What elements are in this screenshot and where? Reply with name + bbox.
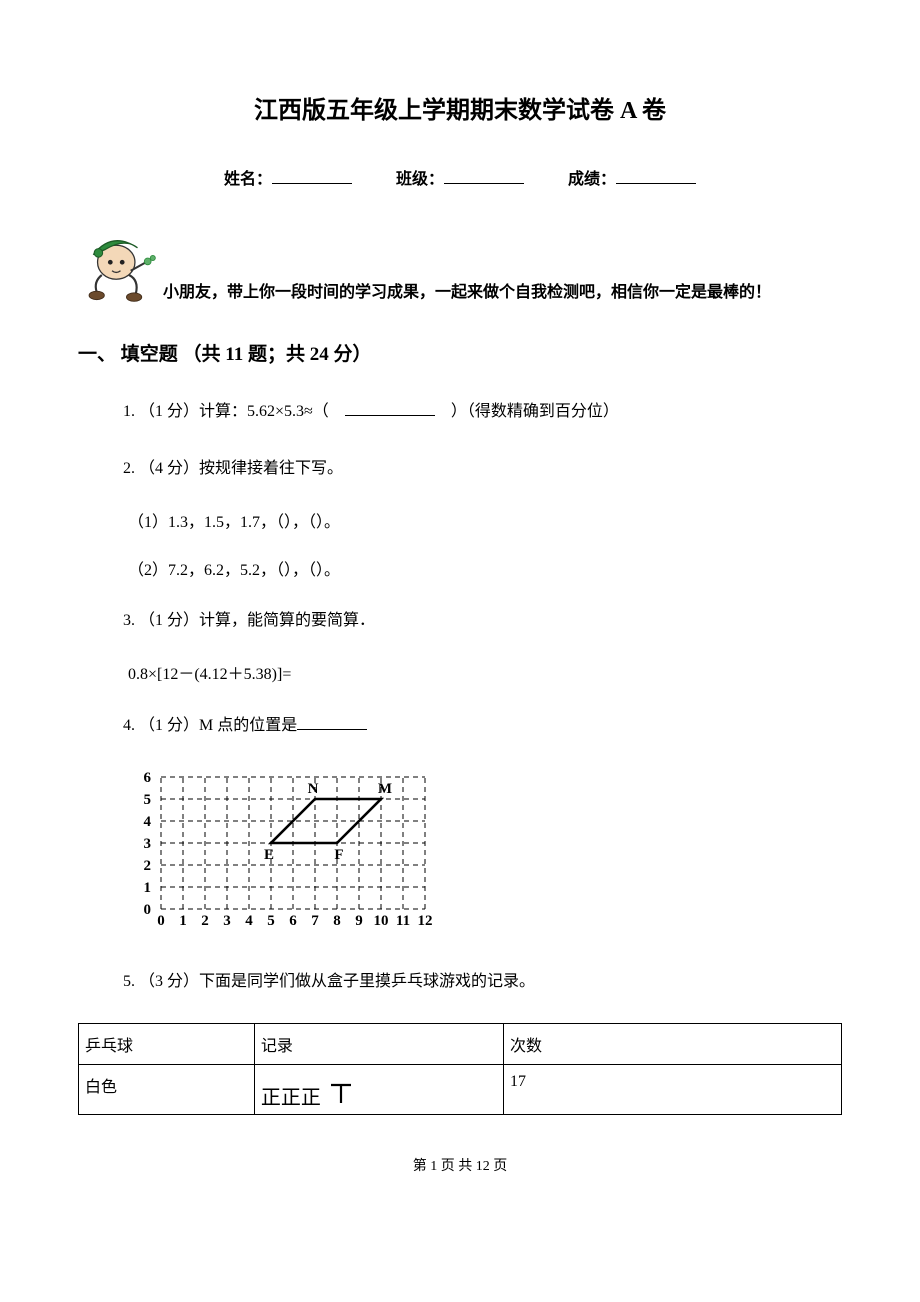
svg-text:7: 7 [311, 913, 319, 929]
score-blank[interactable] [616, 165, 696, 184]
svg-text:4: 4 [144, 814, 152, 830]
cell-tally: 正正正 [254, 1064, 503, 1114]
svg-text:1: 1 [144, 880, 152, 896]
svg-text:8: 8 [333, 913, 341, 929]
tally-partial-icon [327, 1081, 355, 1107]
svg-text:11: 11 [396, 913, 410, 929]
name-blank[interactable] [272, 165, 352, 184]
page-title: 江西版五年级上学期期末数学试卷 A 卷 [78, 90, 842, 125]
q3-expr: 0.8×[12－(4.12＋5.38)]= [128, 666, 291, 683]
svg-text:10: 10 [374, 913, 389, 929]
tally-zheng: 正正正 [261, 1081, 321, 1110]
table-header-row: 乒乓球 记录 次数 [79, 1023, 842, 1064]
grid-svg: 01234560123456789101112EFNM [133, 767, 435, 931]
th-count: 次数 [504, 1023, 842, 1064]
mascot-row: 小朋友，带上你一段时间的学习成果，一起来做个自我检测吧，相信你一定是最棒的！ [78, 224, 842, 309]
q2-2-prefix: （2）7.2，6.2，5.2，（ [128, 562, 284, 579]
q2-2-end: ）。 [316, 562, 340, 579]
intro-text: 小朋友，带上你一段时间的学习成果，一起来做个自我检测吧，相信你一定是最棒的！ [163, 279, 771, 308]
grid-chart: 01234560123456789101112EFNM [133, 767, 842, 936]
page: 江西版五年级上学期期末数学试卷 A 卷 姓名： 班级： 成绩： [0, 0, 920, 1215]
svg-text:5: 5 [144, 792, 152, 808]
page-footer: 第 1 页 共 12 页 [78, 1155, 842, 1175]
svg-text:0: 0 [144, 902, 152, 918]
question-3-expr: 0.8×[12－(4.12＋5.38)]= [128, 662, 842, 688]
q1-suffix: ）（得数精确到百分位） [451, 403, 619, 420]
svg-text:4: 4 [245, 913, 253, 929]
question-5: 5. （3 分）下面是同学们做从盒子里摸乒乓球游戏的记录。 [123, 966, 842, 998]
svg-text:M: M [378, 781, 392, 797]
student-info-line: 姓名： 班级： 成绩： [78, 165, 842, 189]
question-2-2: （2）7.2，6.2，5.2，（），（）。 [128, 558, 842, 584]
cell-count: 17 [504, 1064, 842, 1114]
q2-1-mid: ），（ [284, 514, 316, 531]
q2-2-mid: ），（ [284, 562, 316, 579]
question-1: 1. （1 分）计算：5.62×5.3≈（ ）（得数精确到百分位） [123, 396, 842, 428]
svg-text:0: 0 [157, 913, 165, 929]
svg-text:E: E [264, 847, 274, 863]
svg-text:3: 3 [223, 913, 231, 929]
class-label: 班级： [396, 171, 444, 188]
svg-text:12: 12 [418, 913, 433, 929]
svg-text:N: N [308, 781, 319, 797]
q2-1-end: ）。 [316, 514, 340, 531]
section-1-heading: 一、 填空题 （共 11 题；共 24 分） [78, 339, 842, 366]
q4-text: 4. （1 分）M 点的位置是 [123, 717, 297, 734]
question-3: 3. （1 分）计算，能简算的要简算． [123, 605, 842, 637]
svg-text:6: 6 [144, 770, 152, 786]
svg-text:9: 9 [355, 913, 363, 929]
mascot-icon [78, 224, 163, 309]
th-ball: 乒乓球 [79, 1023, 255, 1064]
name-label: 姓名： [224, 171, 272, 188]
q1-prefix: 1. （1 分）计算：5.62×5.3≈（ [123, 403, 329, 420]
svg-text:F: F [334, 847, 343, 863]
svg-text:1: 1 [179, 913, 187, 929]
q1-blank[interactable] [345, 401, 435, 416]
cell-color: 白色 [79, 1064, 255, 1114]
svg-text:2: 2 [201, 913, 209, 929]
svg-text:3: 3 [144, 836, 152, 852]
tally-table: 乒乓球 记录 次数 白色 正正正 17 [78, 1023, 842, 1115]
th-record: 记录 [254, 1023, 503, 1064]
score-label: 成绩： [568, 171, 616, 188]
svg-text:2: 2 [144, 858, 152, 874]
q4-blank[interactable] [297, 715, 367, 730]
question-4: 4. （1 分）M 点的位置是 [123, 710, 842, 742]
q2-1-prefix: （1）1.3，1.5，1.7，（ [128, 514, 284, 531]
question-2-1: （1）1.3，1.5，1.7，（），（）。 [128, 510, 842, 536]
table-row: 白色 正正正 17 [79, 1064, 842, 1114]
svg-text:5: 5 [267, 913, 275, 929]
class-blank[interactable] [444, 165, 524, 184]
svg-text:6: 6 [289, 913, 297, 929]
question-2: 2. （4 分）按规律接着往下写。 [123, 453, 842, 485]
